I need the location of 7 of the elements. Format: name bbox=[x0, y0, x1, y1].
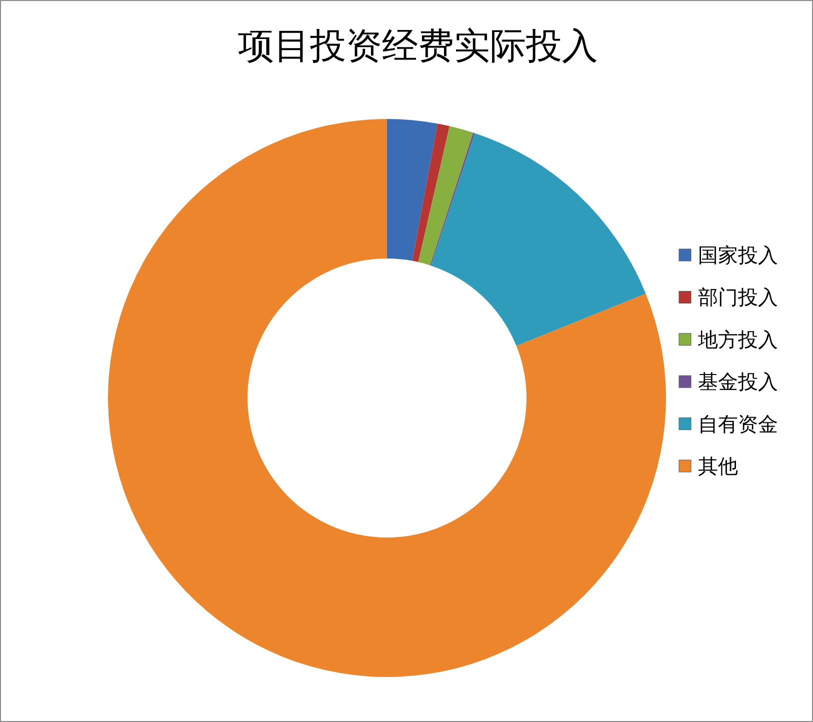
chart-title: 项目投资经费实际投入 bbox=[238, 25, 598, 66]
legend-label: 基金投入 bbox=[698, 372, 778, 394]
legend-label: 部门投入 bbox=[698, 287, 778, 310]
legend-label: 其他 bbox=[698, 456, 738, 478]
legend-label: 地方投入 bbox=[697, 328, 778, 352]
legend-label: 国家投入 bbox=[698, 245, 778, 267]
legend-label: 自有资金 bbox=[698, 414, 778, 436]
